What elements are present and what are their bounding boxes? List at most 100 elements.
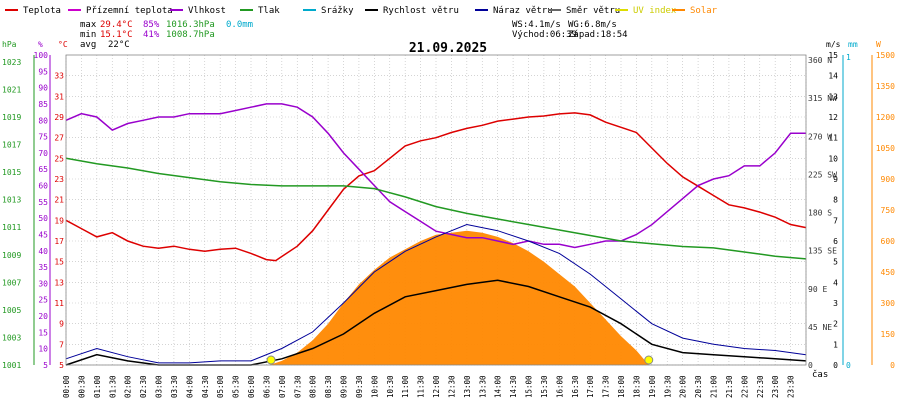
x-tick-21: 10:30 — [386, 375, 395, 398]
wind-speed-tick-14: 14 — [828, 72, 838, 81]
axes: 1001100310051007100910111013101510171019… — [2, 51, 895, 370]
humidity-tick-14: 75 — [38, 133, 48, 142]
stats-min-press: 1008.7hPa — [166, 30, 215, 40]
x-tick-38: 19:00 — [648, 375, 657, 398]
x-tick-43: 21:30 — [725, 375, 734, 398]
wind-speed-axis-unit: m/s — [826, 40, 841, 49]
pressure-tick-7: 1015 — [2, 168, 21, 177]
x-tick-28: 14:00 — [494, 375, 503, 398]
stats-min-hum: 41% — [143, 30, 160, 40]
wind-speed-tick-15: 15 — [828, 51, 838, 60]
plot-frame — [65, 54, 807, 366]
stats-max-label: max — [80, 20, 97, 30]
pressure-tick-1: 1003 — [2, 333, 21, 342]
x-tick-15: 07:30 — [293, 375, 302, 398]
solar-tick-0: 0 — [890, 361, 895, 370]
temperature-tick-6: 17 — [54, 237, 64, 246]
x-tick-13: 06:30 — [262, 375, 271, 398]
x-tick-33: 16:30 — [571, 375, 580, 398]
wind-gust-info: WG:6.8m/s — [568, 20, 617, 30]
stats-min-temp: 15.1°C — [100, 30, 133, 40]
x-tick-39: 19:30 — [663, 375, 672, 398]
series-line-0 — [65, 112, 807, 262]
humidity-tick-13: 70 — [38, 149, 48, 158]
temperature-tick-10: 25 — [54, 154, 64, 163]
humidity-tick-5: 30 — [38, 279, 48, 288]
temperature-tick-9: 23 — [54, 175, 64, 184]
temperature-tick-8: 21 — [54, 196, 64, 205]
sunset-info: Západ:18:54 — [568, 30, 628, 40]
wind-dir-tick-2: 90 E — [808, 285, 827, 294]
temperature-tick-2: 9 — [59, 320, 64, 329]
x-tick-41: 20:30 — [694, 375, 703, 398]
sunrise-info: Východ:06:39 — [512, 30, 577, 40]
wind-dir-tick-5: 225 SW — [808, 170, 837, 179]
wind-info: WS:4.1m/s WG:6.8m/s Východ:06:39 Západ:1… — [512, 20, 628, 40]
pressure-tick-0: 1001 — [2, 361, 21, 370]
pressure-tick-2: 1005 — [2, 306, 21, 315]
wind-dir-tick-7: 315 NW — [808, 94, 837, 103]
humidity-tick-18: 95 — [38, 67, 48, 76]
temperature-axis-unit: °C — [58, 40, 68, 49]
humidity-tick-19: 100 — [34, 51, 49, 60]
x-tick-18: 09:00 — [340, 375, 349, 398]
x-tick-34: 17:00 — [586, 375, 595, 398]
wind-speed-tick-11: 11 — [828, 134, 838, 143]
stats-max-temp: 29.4°C — [100, 20, 133, 30]
pressure-tick-3: 1007 — [2, 278, 21, 287]
rain-axis-unit: mm — [848, 40, 858, 49]
humidity-tick-9: 50 — [38, 214, 48, 223]
temperature-tick-5: 15 — [54, 258, 64, 267]
x-tick-5: 02:30 — [139, 375, 148, 398]
solar-tick-4: 600 — [881, 237, 896, 246]
legend-label-7: Směr větru — [566, 6, 620, 16]
humidity-tick-17: 90 — [38, 84, 48, 93]
x-tick-4: 02:00 — [124, 375, 133, 398]
wind-speed-tick-2: 2 — [833, 320, 838, 329]
legend-label-0: Teplota — [23, 6, 61, 16]
rain-tick-0: 0 — [846, 361, 851, 370]
x-tick-19: 09:30 — [355, 375, 364, 398]
x-tick-45: 22:30 — [756, 375, 765, 398]
legend-label-9: Solar — [690, 6, 718, 16]
wind-speed-tick-9: 9 — [833, 175, 838, 184]
temperature-tick-0: 5 — [59, 361, 64, 370]
x-tick-20: 10:00 — [370, 375, 379, 398]
series-line-1 — [65, 103, 806, 249]
temperature-tick-11: 27 — [54, 134, 64, 143]
humidity-tick-12: 65 — [38, 165, 48, 174]
pressure-tick-8: 1017 — [2, 141, 21, 150]
stats-avg-label: avg — [80, 40, 96, 50]
legend-label-2: Vlhkost — [188, 6, 226, 16]
humidity-axis-unit: % — [38, 40, 43, 49]
pressure-tick-9: 1019 — [2, 113, 21, 122]
wind-speed-tick-13: 13 — [828, 92, 838, 101]
temperature-tick-4: 13 — [54, 278, 64, 287]
stats-max-hum: 85% — [143, 20, 160, 30]
x-tick-6: 03:00 — [155, 375, 164, 398]
wind-speed-tick-4: 4 — [833, 278, 838, 287]
pressure-tick-5: 1011 — [2, 223, 21, 232]
x-tick-10: 05:00 — [216, 375, 225, 398]
wind-dir-tick-1: 45 NE — [808, 323, 832, 332]
legend-label-5: Rychlost větru — [383, 6, 459, 16]
humidity-tick-0: 5 — [43, 361, 48, 370]
wind-speed-tick-1: 1 — [833, 340, 838, 349]
temperature-tick-3: 11 — [54, 299, 64, 308]
x-tick-47: 23:30 — [787, 375, 796, 398]
stats-block: max 29.4°C 85% 1016.3hPa 0.0mm min 15.1°… — [80, 20, 253, 50]
pressure-tick-4: 1009 — [2, 251, 21, 260]
solar-area — [269, 230, 649, 365]
humidity-tick-6: 35 — [38, 263, 48, 272]
x-tick-40: 20:00 — [679, 375, 688, 398]
series-line-2 — [65, 157, 807, 260]
legend-label-8: UV index — [633, 6, 677, 16]
legend-label-1: Přízemní teplota — [86, 6, 173, 16]
humidity-tick-10: 55 — [38, 198, 48, 207]
wind-speed-tick-10: 10 — [828, 154, 838, 163]
pressure-axis-unit: hPa — [2, 40, 17, 49]
x-tick-46: 23:00 — [771, 375, 780, 398]
x-tick-7: 03:30 — [170, 375, 179, 398]
pressure-tick-11: 1023 — [2, 58, 21, 67]
